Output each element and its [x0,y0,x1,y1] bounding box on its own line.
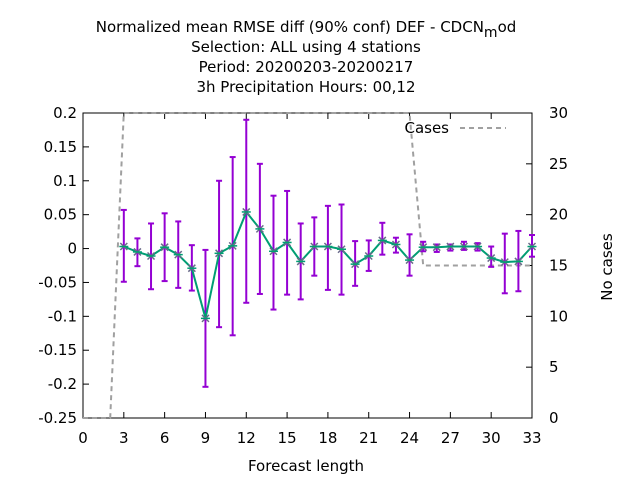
data-point [513,257,523,266]
title-line-1: Normalized mean RMSE diff (90% conf) DEF… [96,18,517,41]
x-tick-label: 15 [278,429,297,447]
data-point [241,207,251,216]
cases-layer [83,112,532,419]
data-point [228,241,238,250]
data-point [418,243,428,252]
data-point [445,242,455,251]
data-point [146,251,156,261]
data-point [337,245,347,254]
x-tick-label: 6 [160,429,170,447]
data-point [160,243,170,252]
x-axis-label: Forecast length [248,457,364,475]
y-tick-label: -0.25 [38,409,77,427]
y2-tick-label: 25 [549,155,568,173]
y2-axis-label: No cases [598,233,616,301]
y-tick-label: 0.1 [53,172,77,190]
data-point [282,238,292,247]
data-point [432,243,442,252]
title-line-4: 3h Precipitation Hours: 00,12 [196,78,415,96]
data-point [377,236,387,245]
x-tick-label: 27 [441,429,460,447]
x-tick-label: 9 [201,429,211,447]
x-tick-label: 21 [359,429,378,447]
x-tick-label: 30 [482,429,501,447]
legend-label-cases: Cases [404,119,449,137]
title-line-2: Selection: ALL using 4 stations [191,38,421,56]
y-tick-label: 0.05 [44,206,77,224]
data-point [391,240,401,249]
data-point [486,254,496,263]
y-tick-label: -0.05 [38,273,77,291]
chart-title: Normalized mean RMSE diff (90% conf) DEF… [96,18,517,96]
data-point [500,258,510,267]
axes: -0.25 -0.2 -0.15 -0.1 -0.05 0 0.05 0.1 0.15 0.2 0 5… [38,104,568,447]
data-point [364,251,374,261]
y2-tick-label: 15 [549,257,568,275]
series-cases-line [83,112,532,419]
data-point [323,242,333,251]
data-point [473,242,483,251]
data-point [405,256,415,265]
data-point [200,314,210,323]
data-point [296,257,306,266]
data-point [527,242,537,251]
errorbar-layer [120,118,535,388]
data-point [309,242,319,251]
y2-tick-label: 10 [549,307,568,325]
x-tick-label: 18 [318,429,337,447]
x-tick-label: 12 [237,429,256,447]
data-point [187,264,197,273]
data-point [132,247,142,256]
data-point [119,242,129,251]
marker-layer [119,207,537,323]
x-tick-label: 0 [78,429,88,447]
y2-tick-label: 30 [549,104,568,122]
y-tick-label: 0 [67,240,77,258]
legend: Cases [404,119,506,137]
data-point [173,250,183,259]
y-tick-label: -0.2 [48,375,77,393]
title-line-3: Period: 20200203-20200217 [199,58,414,76]
y2-tick-label: 5 [549,358,559,376]
y-tick-label: 0.2 [53,104,77,122]
y-tick-label: 0.15 [44,138,77,156]
y-tick-label: -0.1 [48,307,77,325]
data-point [459,242,469,251]
y2-tick-label: 0 [549,409,559,427]
data-point [214,249,224,258]
y-tick-label: -0.15 [38,341,77,359]
x-tick-label: 3 [119,429,129,447]
x-tick-label: 33 [522,429,541,447]
data-point [255,224,265,233]
x-tick-label: 24 [400,429,419,447]
y2-tick-label: 20 [549,206,568,224]
data-point [268,247,278,256]
data-point [350,260,360,269]
